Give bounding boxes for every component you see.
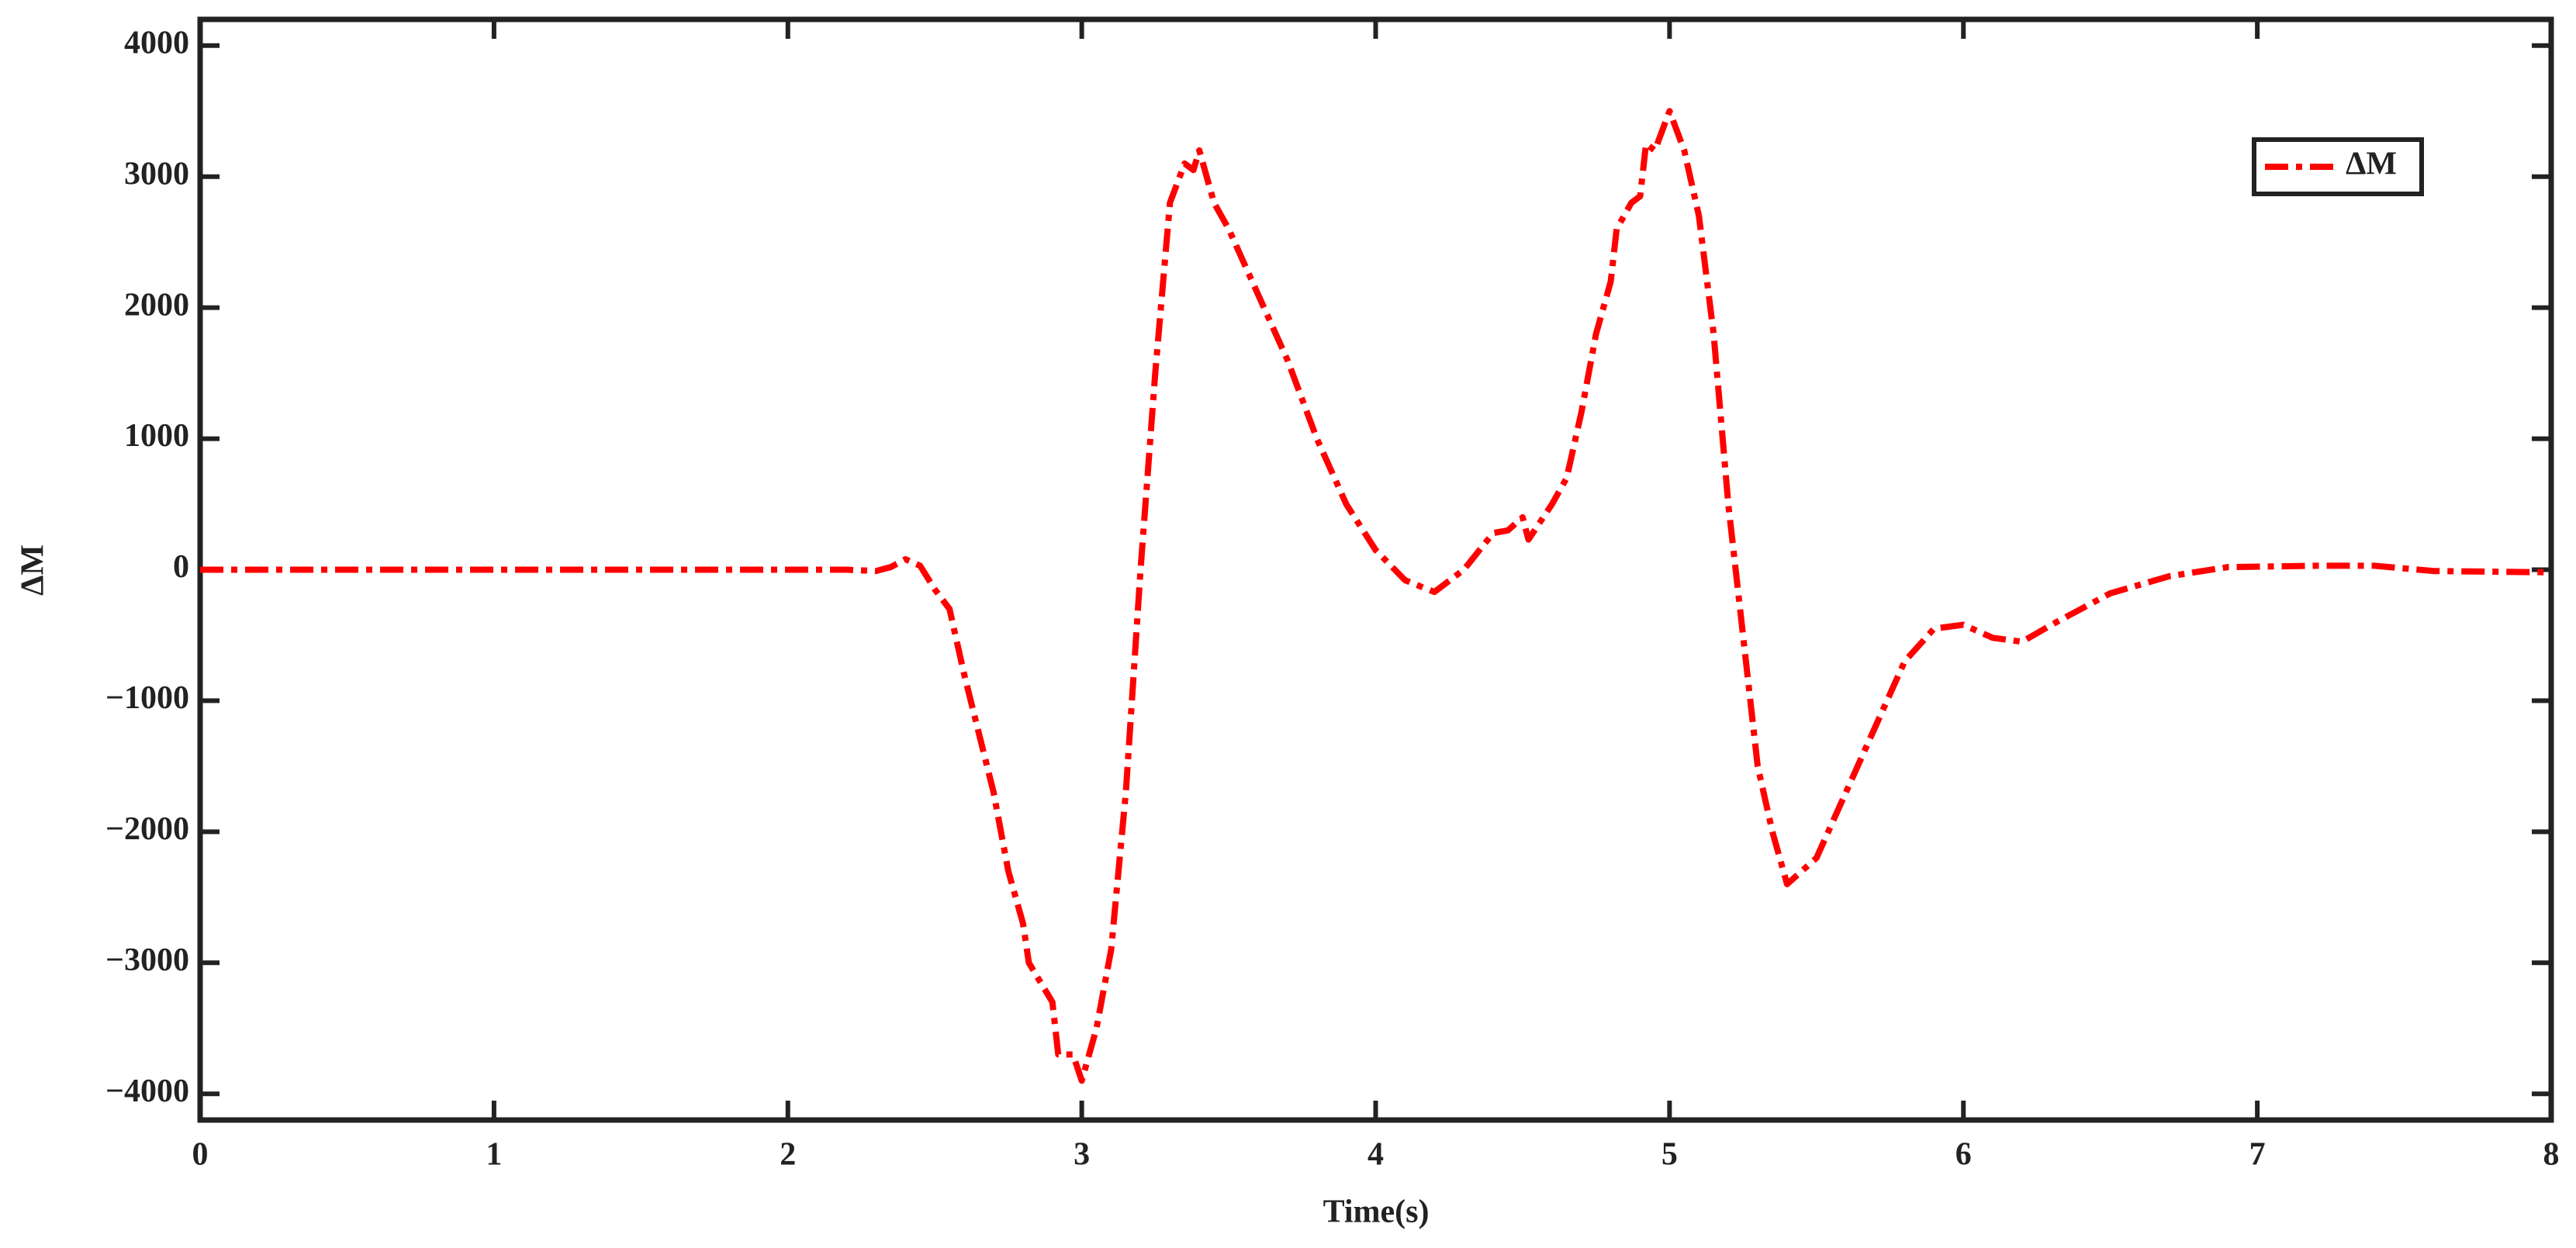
y-tick-label: 0 xyxy=(173,549,189,585)
y-axis-label: ΔM xyxy=(16,544,51,596)
x-tick-label: 8 xyxy=(2543,1137,2560,1173)
x-tick-label: 5 xyxy=(1661,1137,1678,1173)
x-tick-label: 0 xyxy=(192,1137,209,1173)
data-line xyxy=(200,108,2552,1084)
y-tick-label: −2000 xyxy=(105,811,189,847)
y-tick-label: −1000 xyxy=(105,680,189,716)
y-tick-label: 2000 xyxy=(124,287,189,323)
y-tick-label: 4000 xyxy=(124,25,189,60)
y-tick-label: 3000 xyxy=(124,156,189,192)
x-tick-label: 4 xyxy=(1368,1137,1384,1173)
y-tick-label: 1000 xyxy=(124,418,189,454)
x-tick-label: 6 xyxy=(1955,1137,1972,1173)
x-tick-label: 2 xyxy=(780,1137,796,1173)
x-tick-label: 7 xyxy=(2249,1137,2266,1173)
x-tick-label: 1 xyxy=(486,1137,502,1173)
y-tick-label: −3000 xyxy=(105,942,189,978)
legend-label: ΔM xyxy=(2346,147,2397,182)
y-tick-label: −4000 xyxy=(105,1073,189,1109)
x-tick-label: 3 xyxy=(1074,1137,1090,1173)
x-axis-label: Time(s) xyxy=(1323,1194,1430,1230)
